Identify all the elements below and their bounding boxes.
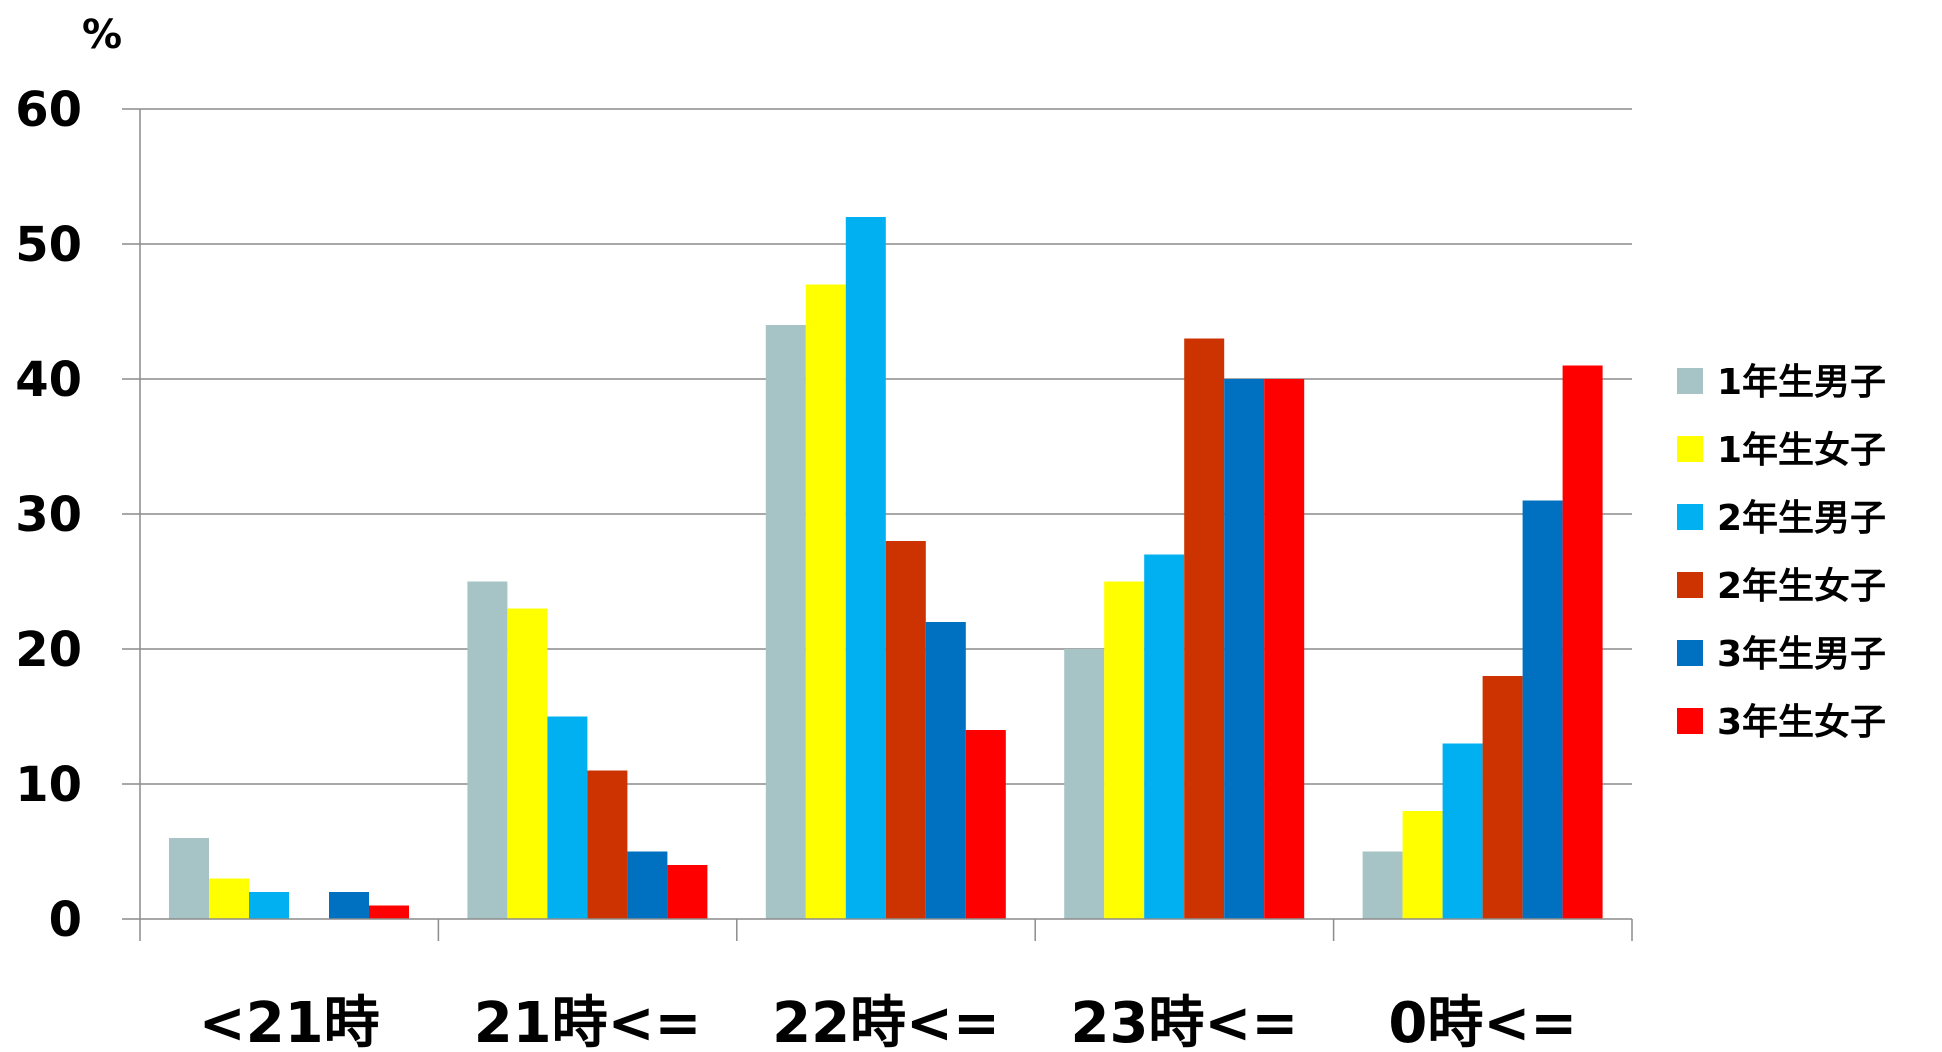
bar bbox=[369, 905, 409, 919]
y-tick-label: 0 bbox=[49, 892, 82, 948]
legend-swatch bbox=[1677, 572, 1703, 598]
y-tick-label: 40 bbox=[15, 352, 82, 408]
bar bbox=[1562, 365, 1603, 919]
legend-label: 2年生女子 bbox=[1717, 566, 1886, 607]
y-tick-label: 50 bbox=[15, 217, 82, 273]
bar bbox=[1482, 676, 1523, 919]
bars bbox=[169, 217, 1603, 919]
gridlines bbox=[140, 108, 1632, 785]
bar bbox=[925, 622, 966, 919]
x-tick-label: 22時<= bbox=[772, 991, 1000, 1048]
axes bbox=[122, 108, 1633, 941]
legend-label: 1年生女子 bbox=[1717, 430, 1886, 471]
bar bbox=[1264, 379, 1305, 919]
legend-label: 1年生男子 bbox=[1717, 362, 1886, 403]
bar bbox=[805, 284, 846, 919]
y-axis-unit-label: % bbox=[82, 12, 122, 58]
y-tick-label: 10 bbox=[15, 757, 82, 813]
bar bbox=[1362, 851, 1403, 919]
x-tick-label: 23時<= bbox=[1071, 991, 1299, 1048]
bar bbox=[507, 608, 548, 919]
legend-label: 3年生男子 bbox=[1717, 634, 1886, 675]
bar bbox=[467, 581, 508, 919]
bar bbox=[1442, 743, 1483, 919]
x-tick-label: <21時 bbox=[199, 991, 380, 1048]
legend-label: 3年生女子 bbox=[1717, 702, 1886, 743]
x-tick-label: 0時<= bbox=[1388, 991, 1577, 1048]
bar bbox=[885, 541, 926, 919]
bar bbox=[587, 770, 628, 919]
x-tick-label: 21時<= bbox=[474, 991, 702, 1048]
bar bbox=[249, 892, 289, 919]
bar bbox=[1184, 338, 1225, 919]
y-tick-label: 60 bbox=[15, 82, 82, 138]
legend-swatch bbox=[1677, 436, 1703, 462]
bar bbox=[965, 730, 1006, 919]
bar bbox=[1104, 581, 1145, 919]
bar bbox=[667, 865, 708, 919]
bar bbox=[169, 838, 209, 919]
bar bbox=[1064, 649, 1105, 919]
bar bbox=[627, 851, 668, 919]
y-tick-labels: 0 10 20 30 40 50 60 bbox=[15, 82, 82, 948]
bar bbox=[329, 892, 369, 919]
y-tick-label: 30 bbox=[15, 487, 82, 543]
legend-label: 2年生男子 bbox=[1717, 498, 1886, 539]
bar bbox=[209, 878, 249, 919]
legend-swatch bbox=[1677, 368, 1703, 394]
legend-swatch bbox=[1677, 640, 1703, 666]
bar bbox=[765, 325, 806, 919]
bar bbox=[845, 217, 886, 919]
bar bbox=[1522, 500, 1563, 919]
bar bbox=[547, 716, 588, 919]
legend-swatch bbox=[1677, 708, 1703, 734]
legend-swatch bbox=[1677, 504, 1703, 530]
y-tick-label: 20 bbox=[15, 622, 82, 678]
bar bbox=[1224, 379, 1265, 919]
x-tick-labels: <21時 21時<= 22時<= 23時<= 0時<= bbox=[199, 991, 1577, 1052]
bar bbox=[1402, 811, 1443, 919]
bar bbox=[1144, 554, 1185, 919]
legend: 1年生男子 1年生女子 2年生男子 2年生女子 3年生男子 3年生女子 bbox=[1677, 362, 1886, 743]
